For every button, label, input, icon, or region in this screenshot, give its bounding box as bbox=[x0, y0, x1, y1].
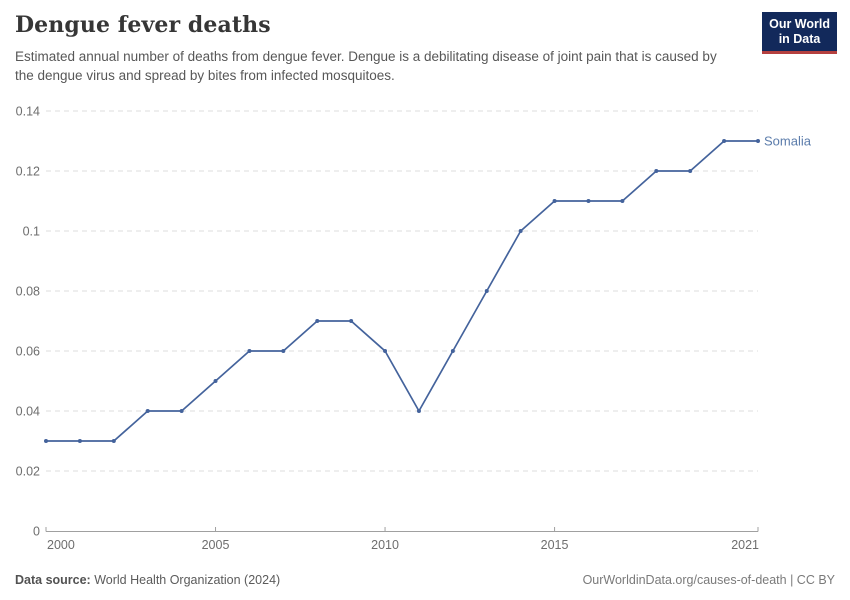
y-axis-tick-label: 0.1 bbox=[23, 225, 40, 239]
data-point[interactable] bbox=[518, 229, 523, 233]
data-point[interactable] bbox=[315, 319, 320, 323]
data-source-value: World Health Organization (2024) bbox=[94, 573, 281, 587]
y-axis-tick-label: 0.14 bbox=[16, 105, 40, 119]
data-point[interactable] bbox=[145, 409, 150, 413]
y-axis-tick-label: 0.12 bbox=[16, 165, 40, 179]
x-axis-tick-label: 2021 bbox=[731, 538, 759, 552]
data-source-label: Data source: bbox=[15, 573, 91, 587]
data-point[interactable] bbox=[756, 139, 760, 143]
data-point[interactable] bbox=[416, 409, 421, 413]
series-line-somalia[interactable] bbox=[45, 140, 759, 442]
x-axis-tick-label: 2015 bbox=[541, 538, 569, 552]
attribution-link[interactable]: OurWorldinData.org/causes-of-death | CC … bbox=[582, 573, 835, 587]
y-axis-tick-label: 0.04 bbox=[16, 405, 40, 419]
data-point[interactable] bbox=[552, 199, 557, 203]
data-point[interactable] bbox=[349, 319, 354, 323]
data-source: Data source: World Health Organization (… bbox=[15, 573, 280, 587]
owid-logo-line1: Our World bbox=[769, 17, 830, 31]
data-point[interactable] bbox=[111, 439, 116, 443]
chart-title: Dengue fever deaths bbox=[15, 12, 271, 38]
x-axis-tick-label: 2000 bbox=[47, 538, 75, 552]
data-point[interactable] bbox=[281, 349, 286, 353]
data-point[interactable] bbox=[44, 439, 48, 443]
owid-logo[interactable]: Our World in Data bbox=[762, 12, 837, 54]
data-point[interactable] bbox=[722, 139, 727, 143]
chart-header: Dengue fever deaths Our World in Data Es… bbox=[15, 12, 837, 85]
chart-subtitle: Estimated annual number of deaths from d… bbox=[15, 49, 717, 84]
data-point[interactable] bbox=[484, 289, 489, 293]
data-point[interactable] bbox=[213, 379, 218, 383]
data-point[interactable] bbox=[688, 169, 693, 173]
x-axis-tick-label: 2005 bbox=[202, 538, 230, 552]
owid-logo-line2: in Data bbox=[778, 31, 821, 46]
data-point[interactable] bbox=[620, 199, 625, 203]
data-point[interactable] bbox=[77, 439, 82, 443]
y-axis-tick-label: 0.08 bbox=[16, 285, 40, 299]
series-label-somalia[interactable]: Somalia bbox=[764, 134, 812, 149]
data-point[interactable] bbox=[450, 349, 455, 353]
y-axis-tick-label: 0 bbox=[33, 525, 40, 539]
y-axis-tick-label: 0.02 bbox=[16, 465, 40, 479]
data-point[interactable] bbox=[654, 169, 659, 173]
data-point[interactable] bbox=[586, 199, 591, 203]
data-point[interactable] bbox=[383, 349, 388, 353]
chart-footer: Data source: World Health Organization (… bbox=[15, 573, 835, 587]
y-axis-tick-label: 0.06 bbox=[16, 345, 40, 359]
data-point[interactable] bbox=[179, 409, 184, 413]
data-point[interactable] bbox=[247, 349, 252, 353]
x-axis-tick-label: 2010 bbox=[371, 538, 399, 552]
